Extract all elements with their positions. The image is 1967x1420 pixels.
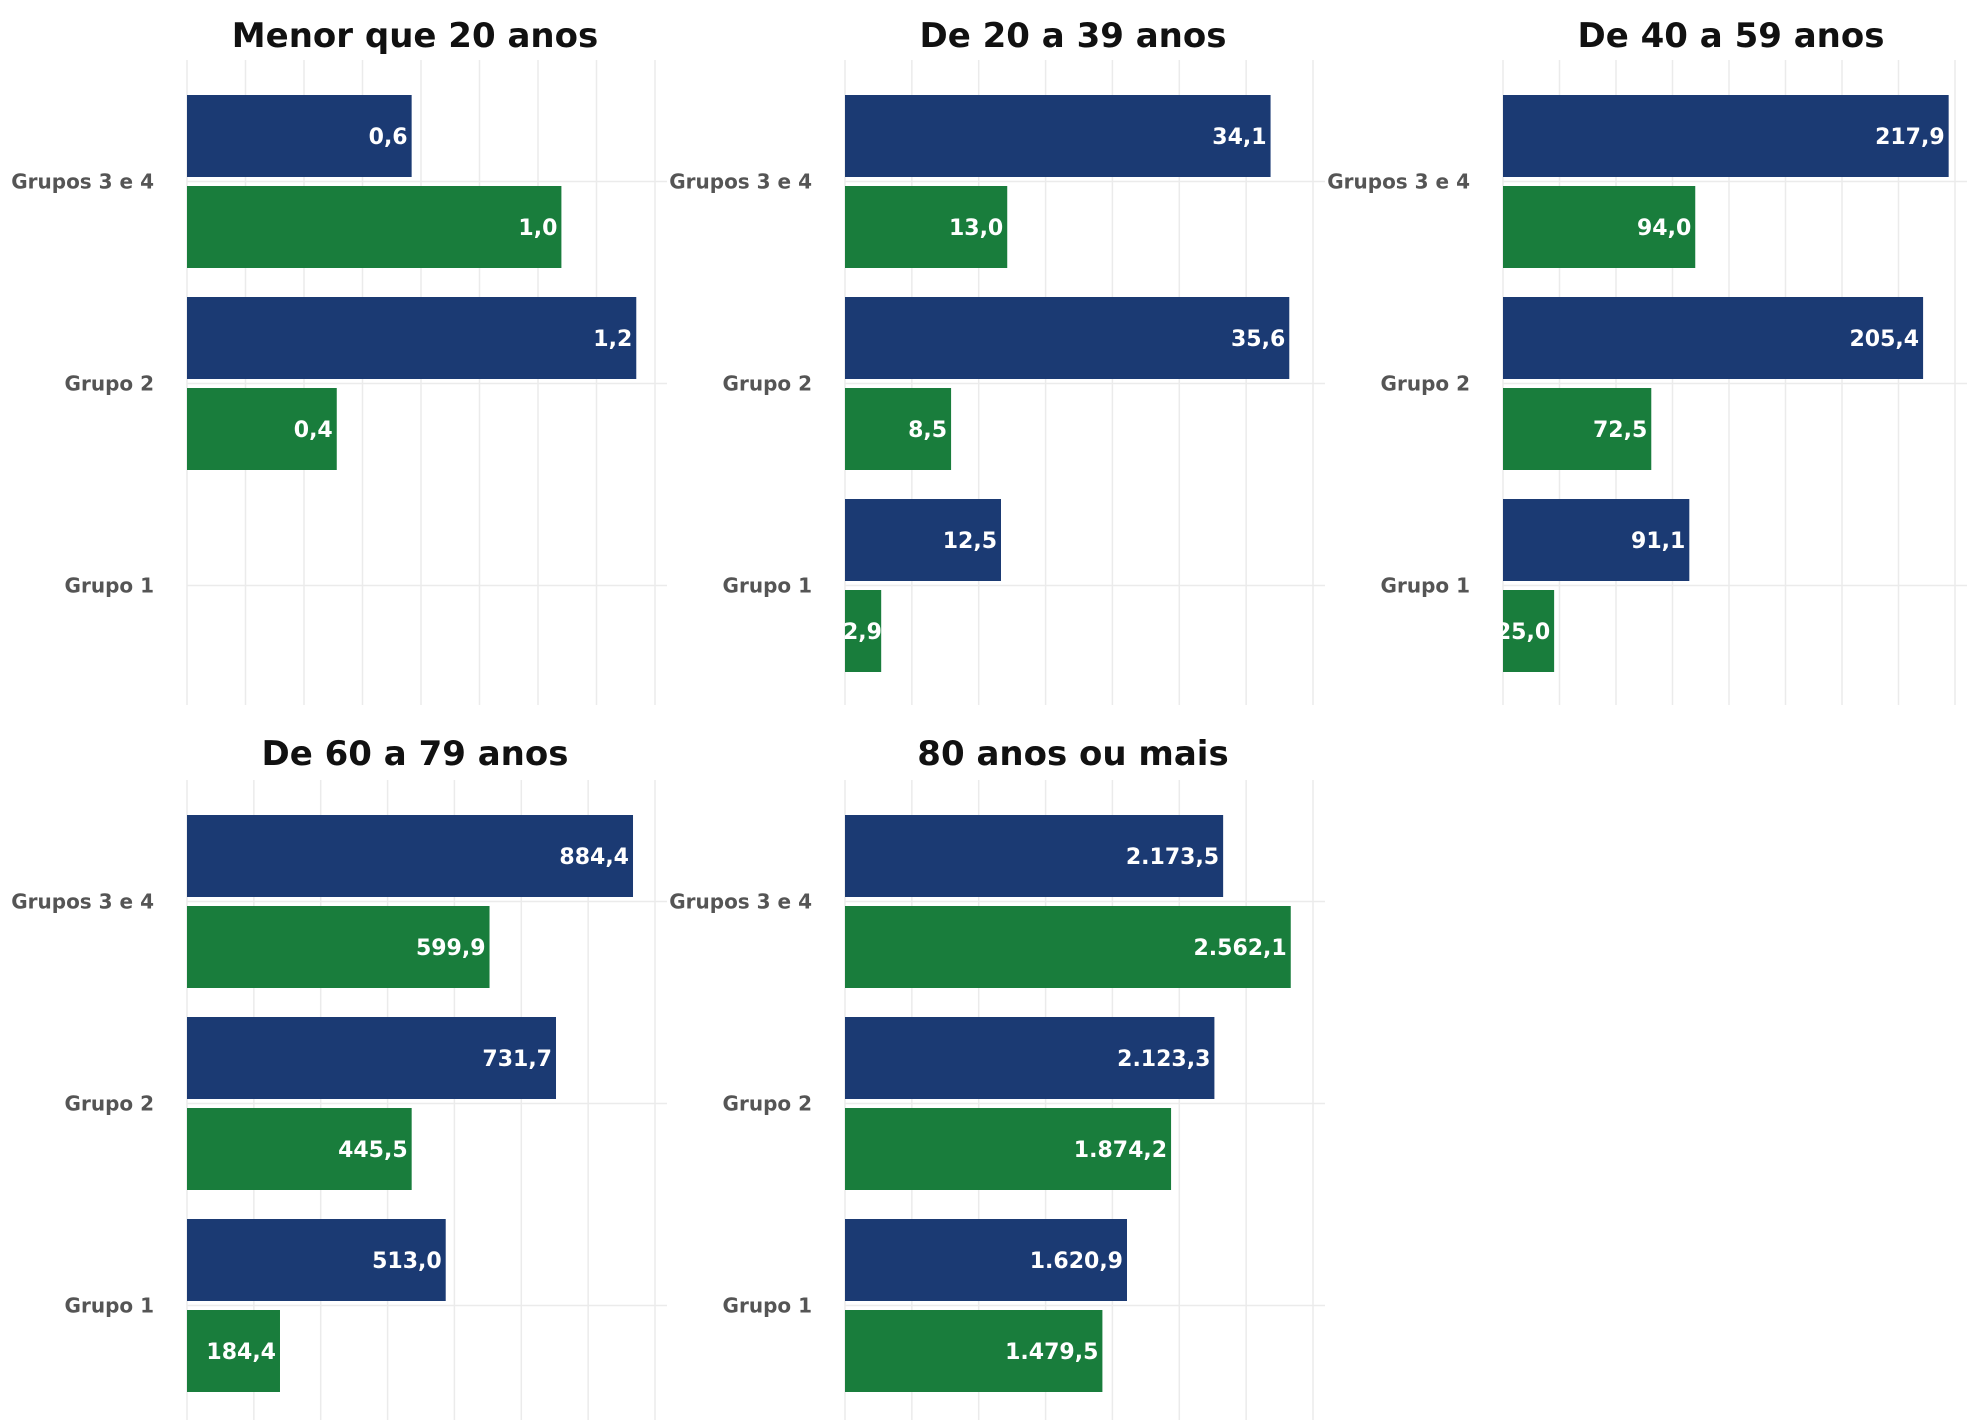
category-label: Grupo 1 bbox=[723, 1294, 812, 1318]
data-label: 513,0 bbox=[372, 1249, 442, 1274]
data-label: 94,0 bbox=[1637, 216, 1691, 241]
data-label: 13,0 bbox=[949, 216, 1003, 241]
bar bbox=[187, 186, 562, 268]
category-label: Grupo 2 bbox=[65, 1092, 154, 1116]
category-label: Grupo 2 bbox=[723, 1092, 812, 1116]
data-label: 0,4 bbox=[294, 418, 333, 443]
bar bbox=[845, 1108, 1172, 1190]
panel-title: De 40 a 59 anos bbox=[1578, 16, 1885, 56]
bar bbox=[187, 388, 337, 470]
panel-title: Menor que 20 anos bbox=[232, 16, 598, 56]
bar bbox=[187, 1310, 280, 1392]
data-label: 91,1 bbox=[1631, 529, 1685, 554]
data-label: 35,6 bbox=[1231, 327, 1285, 352]
bar bbox=[845, 815, 1224, 897]
category-label: Grupo 1 bbox=[723, 574, 812, 598]
data-label: 205,4 bbox=[1850, 327, 1920, 352]
bar bbox=[187, 95, 412, 177]
category-label: Grupos 3 e 4 bbox=[669, 890, 812, 914]
data-label: 25,0 bbox=[1496, 620, 1550, 645]
data-label: 2,9 bbox=[843, 620, 882, 645]
bar bbox=[1503, 186, 1696, 268]
bar bbox=[845, 1017, 1215, 1099]
bar bbox=[845, 297, 1290, 379]
data-label: 72,5 bbox=[1593, 418, 1647, 443]
category-label: Grupo 2 bbox=[65, 372, 154, 396]
panel-title: De 60 a 79 anos bbox=[262, 734, 569, 774]
category-label: Grupo 1 bbox=[65, 1294, 154, 1318]
bar bbox=[845, 1310, 1103, 1392]
chart-panel: De 20 a 39 anos Grupos 3 e 4 34,1 13,0 Grupo… bbox=[669, 16, 1325, 705]
bar bbox=[1503, 499, 1690, 581]
data-label: 12,5 bbox=[943, 529, 997, 554]
chart-panel: De 60 a 79 anos Grupos 3 e 4 884,4 599,9 Gru… bbox=[11, 734, 667, 1420]
data-label: 2.562,1 bbox=[1193, 936, 1286, 961]
bar bbox=[1503, 95, 1949, 177]
category-label: Grupo 2 bbox=[1381, 372, 1470, 396]
chart-panel: 80 anos ou mais Grupos 3 e 4 2.173,5 2.562,… bbox=[669, 734, 1325, 1420]
chart-panel: De 40 a 59 anos Grupos 3 e 4 217,9 94,0 Grup… bbox=[1327, 16, 1967, 705]
chart-panel: Menor que 20 anos Grupos 3 e 4 0,6 1,0 Grupo… bbox=[11, 16, 667, 705]
bar bbox=[845, 1219, 1128, 1301]
bar bbox=[845, 95, 1271, 177]
bar bbox=[1503, 388, 1652, 470]
category-label: Grupos 3 e 4 bbox=[11, 170, 154, 194]
bar bbox=[187, 1219, 446, 1301]
bar bbox=[187, 906, 490, 988]
bar bbox=[845, 906, 1291, 988]
bar bbox=[187, 815, 634, 897]
category-label: Grupo 2 bbox=[723, 372, 812, 396]
data-label: 1.620,9 bbox=[1030, 1249, 1123, 1274]
data-label: 184,4 bbox=[206, 1340, 276, 1365]
bar bbox=[187, 1108, 412, 1190]
category-label: Grupos 3 e 4 bbox=[669, 170, 812, 194]
bar bbox=[187, 297, 637, 379]
data-label: 0,6 bbox=[369, 125, 408, 150]
bar bbox=[187, 1017, 557, 1099]
bar bbox=[845, 499, 1001, 581]
panel-title: 80 anos ou mais bbox=[917, 734, 1228, 774]
bar bbox=[845, 388, 952, 470]
data-label: 731,7 bbox=[482, 1047, 552, 1072]
category-label: Grupos 3 e 4 bbox=[1327, 170, 1470, 194]
data-label: 1,0 bbox=[518, 216, 557, 241]
bar bbox=[1503, 297, 1924, 379]
data-label: 599,9 bbox=[416, 936, 486, 961]
data-label: 1.479,5 bbox=[1005, 1340, 1098, 1365]
data-label: 8,5 bbox=[908, 418, 947, 443]
data-label: 217,9 bbox=[1875, 125, 1945, 150]
data-label: 445,5 bbox=[338, 1138, 408, 1163]
data-label: 884,4 bbox=[559, 845, 629, 870]
panel-title: De 20 a 39 anos bbox=[920, 16, 1227, 56]
bar bbox=[845, 186, 1008, 268]
category-label: Grupos 3 e 4 bbox=[11, 890, 154, 914]
category-label: Grupo 1 bbox=[65, 574, 154, 598]
data-label: 34,1 bbox=[1212, 125, 1266, 150]
data-label: 2.123,3 bbox=[1117, 1047, 1210, 1072]
bar bbox=[1503, 590, 1555, 672]
data-label: 1,2 bbox=[593, 327, 632, 352]
category-label: Grupo 1 bbox=[1381, 574, 1470, 598]
data-label: 2.173,5 bbox=[1126, 845, 1219, 870]
bar bbox=[845, 590, 882, 672]
data-label: 1.874,2 bbox=[1074, 1138, 1167, 1163]
